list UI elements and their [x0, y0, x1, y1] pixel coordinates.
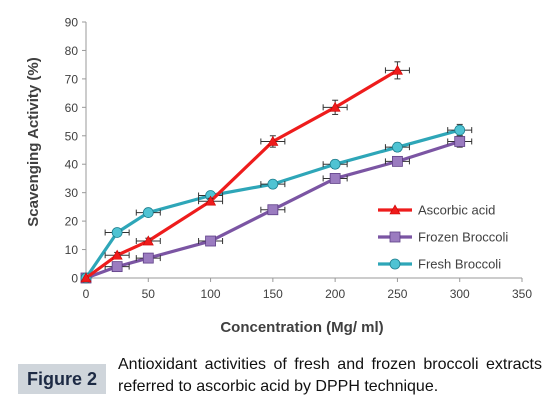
data-point	[392, 141, 403, 153]
legend-label: Frozen Broccoli	[418, 230, 508, 245]
legend-label: Ascorbic acid	[418, 203, 495, 218]
data-point	[454, 136, 466, 147]
data-point	[111, 249, 123, 260]
series-ascorbic-acid	[80, 61, 410, 283]
data-point	[205, 195, 217, 206]
x-axis-label: Concentration (Mg/ ml)	[220, 319, 383, 336]
data-point	[111, 261, 123, 273]
data-point	[142, 235, 154, 246]
y-tick-label: 50	[65, 129, 79, 143]
legend-marker	[389, 204, 401, 215]
data-point	[142, 252, 154, 264]
data-point	[267, 204, 279, 216]
data-point	[329, 173, 341, 184]
y-tick-label: 60	[65, 101, 79, 115]
chart: 0 10 20 30 40 50 60 70 80 90 0 50 100 150 200 250 300 350…	[25, 16, 533, 337]
data-point	[267, 178, 279, 190]
data-point	[142, 207, 154, 218]
x-tick-label: 250	[387, 287, 407, 301]
series-frozen-broccoli	[80, 135, 473, 284]
series-fresh-broccoli	[80, 123, 473, 284]
x-tick-label: 150	[263, 287, 283, 301]
legend-item-frozen-broccoli: Frozen Broccoli	[378, 230, 508, 245]
y-tick-label: 30	[65, 186, 79, 200]
y-tick-label: 20	[65, 215, 79, 229]
data-point	[454, 124, 466, 136]
y-tick-label: 80	[65, 44, 79, 58]
x-tick-label: 0	[83, 287, 90, 301]
legend: Ascorbic acid Frozen Broccoli Fresh Brocco…	[378, 203, 508, 272]
y-tick-label: 0	[71, 272, 78, 286]
data-point	[329, 158, 341, 170]
legend-label: Fresh Broccoli	[418, 257, 501, 272]
legend-marker	[389, 258, 401, 270]
figure-caption: Figure 2 Antioxidant activities of fresh…	[12, 352, 542, 408]
x-tick-label: 350	[512, 287, 532, 301]
series-line	[84, 128, 461, 279]
data-point	[111, 227, 123, 238]
data-point	[391, 64, 403, 75]
axes: 0 10 20 30 40 50 60 70 80 90 0 50 100 150 200 250 300 350	[65, 16, 533, 302]
legend-item-ascorbic-acid: Ascorbic acid	[378, 203, 495, 218]
y-axis-label: Scavenging Activity (%)	[25, 57, 42, 226]
x-tick-label: 50	[142, 287, 156, 301]
legend-item-fresh-broccoli: Fresh Broccoli	[378, 257, 501, 272]
data-point	[267, 135, 279, 146]
figure-caption-text: Antioxidant activities of fresh and froz…	[118, 356, 542, 395]
y-tick-label: 70	[65, 72, 79, 86]
x-tick-label: 200	[325, 287, 345, 301]
y-tick-label: 40	[65, 158, 79, 172]
y-tick-label: 90	[65, 16, 79, 30]
x-tick-label: 300	[450, 287, 470, 301]
data-point	[329, 101, 341, 112]
x-tick-label: 100	[201, 287, 221, 301]
data-point	[80, 272, 92, 283]
data-point	[392, 155, 403, 167]
series-layer	[80, 61, 473, 284]
legend-marker	[389, 231, 401, 243]
figure-label: Figure 2	[18, 364, 106, 394]
y-tick-label: 10	[65, 243, 79, 257]
data-point	[205, 235, 216, 247]
